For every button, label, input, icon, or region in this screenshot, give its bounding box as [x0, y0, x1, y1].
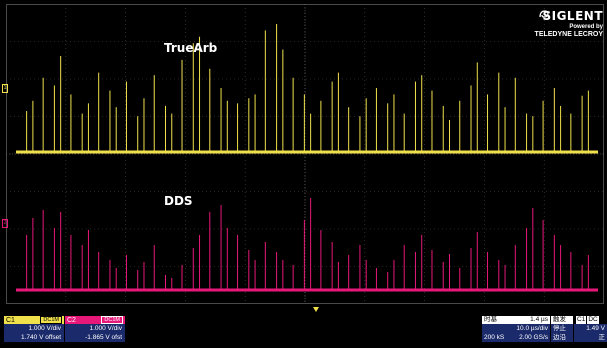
ch2-coupling-badge: DC1M	[101, 316, 123, 324]
dds-label: DDS	[164, 194, 193, 208]
trigger-type: 边沿	[553, 334, 566, 341]
ch2-offset: -1.865 V ofst	[65, 333, 125, 342]
trigger-status: 停止	[553, 325, 566, 332]
trigger-position-marker[interactable]	[313, 307, 319, 312]
ch2-scale: 1.000 V/div	[65, 324, 125, 333]
ch1-name: C1	[6, 316, 15, 324]
ch1-scale: 1.000 V/div	[4, 324, 64, 333]
trigger-coupling: DC	[587, 316, 599, 324]
ch1-coupling-badge: DC1M	[40, 316, 62, 324]
trigger-title: 触发	[553, 316, 566, 323]
timebase-delay: 1.4 µs	[530, 316, 548, 323]
sample-count: 200 kS	[484, 334, 505, 341]
ch2-info-box[interactable]: C2 DC1M 1.000 V/div -1.865 V ofst	[65, 316, 125, 347]
trigger-channel-box[interactable]: C1 DC 1.49 V 正	[574, 316, 607, 347]
siglent-logo: SIGLENT	[542, 9, 603, 23]
ch1-offset: 1.740 V offset	[4, 333, 64, 342]
trigger-box[interactable]: 触发 停止 边沿	[551, 316, 573, 347]
ch2-offset-marker[interactable]: 2	[2, 219, 8, 228]
timebase-scale: 10.0 µs/div	[516, 325, 548, 332]
siglent-swirl-icon	[539, 10, 549, 18]
trigger-source: C1	[576, 316, 587, 324]
ch1-info-box[interactable]: C1 DC1M 1.000 V/div 1.740 V offset	[4, 316, 64, 347]
ch1-offset-marker[interactable]: 1	[2, 84, 8, 93]
powered-by-text: Powered by	[569, 24, 603, 30]
truearb-label: TrueArb	[164, 41, 218, 55]
timebase-title: 时基	[484, 316, 497, 323]
waveform-grid	[6, 4, 604, 304]
ch2-name: C2	[67, 316, 76, 324]
trigger-level: 1.49 V	[586, 325, 605, 332]
status-bar: C1 DC1M 1.000 V/div 1.740 V offset C2 DC…	[0, 314, 607, 348]
teledyne-lecroy-text: TELEDYNE LECROY	[534, 31, 603, 38]
sample-rate: 2.00 GS/s	[519, 334, 548, 341]
timebase-box[interactable]: 时基 1.4 µs 10.0 µs/div 200 kS 2.00 GS/s	[482, 316, 550, 347]
trigger-slope: 正	[598, 334, 606, 341]
